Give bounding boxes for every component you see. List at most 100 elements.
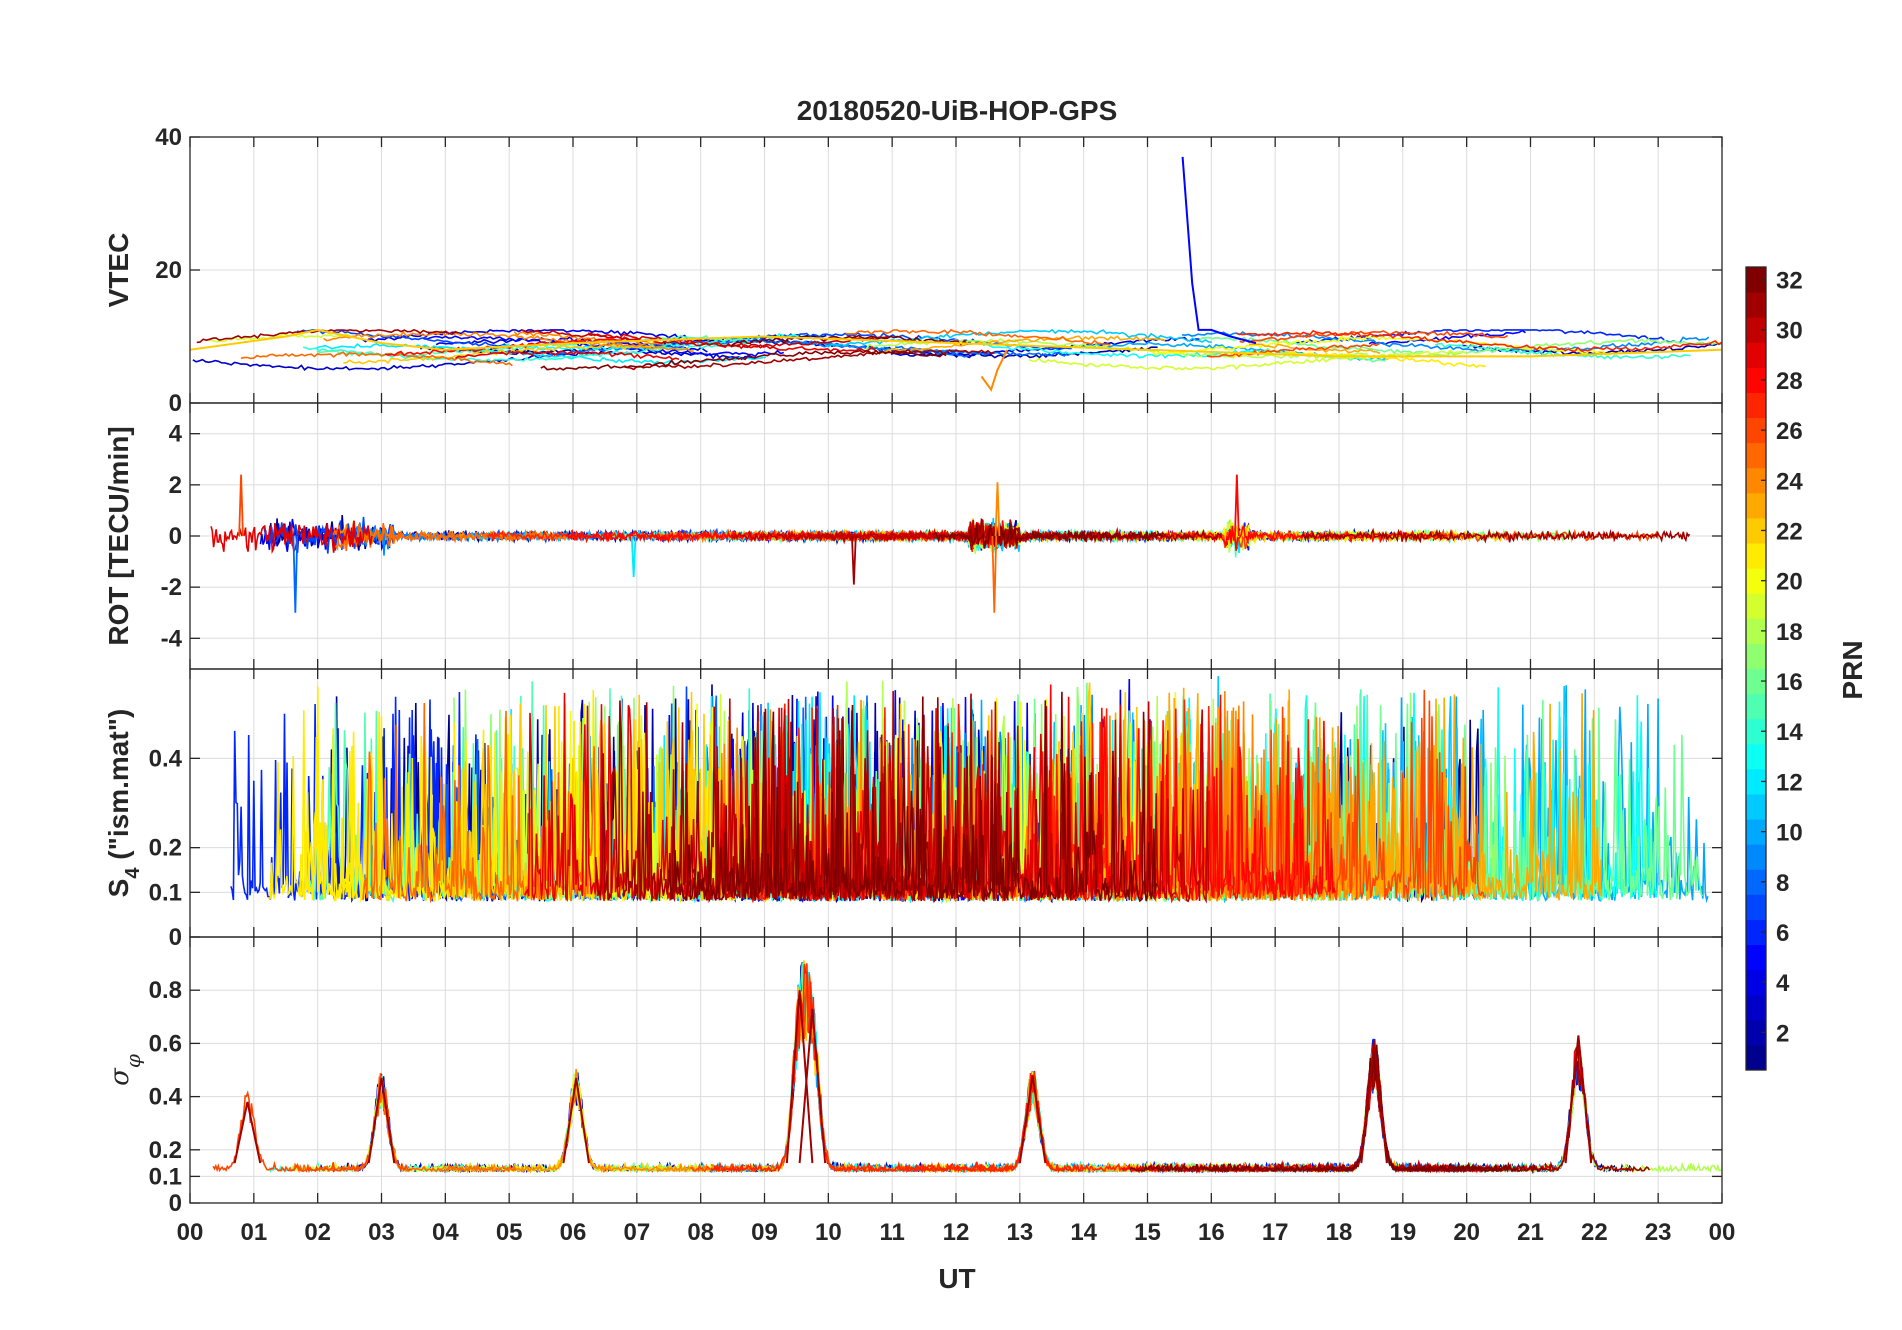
colorbar-frame (1745, 266, 1767, 1071)
colorbar-tick-label: 14 (1776, 719, 1803, 746)
series-line-prn-26 (1243, 689, 1486, 901)
y-axis-label-sub: φ (121, 1054, 145, 1068)
sigma-peak (1360, 1040, 1388, 1164)
series-line-prn-20 (1337, 335, 1623, 357)
colorbar-swatch (1746, 718, 1766, 745)
series-line-prn-27 (1236, 329, 1722, 353)
x-tick-label: 19 (1389, 1219, 1416, 1246)
x-tick-label: 11 (879, 1219, 904, 1246)
colorbar-tick-label: 16 (1776, 669, 1803, 696)
x-tick-label: 15 (1134, 1219, 1161, 1246)
series-line-prn-21 (915, 1073, 1240, 1174)
y-tick-label: 2 (169, 472, 182, 499)
colorbar-swatch (1746, 944, 1766, 971)
colorbar-swatch (1746, 819, 1766, 845)
series-line-prn-23 (1120, 687, 1602, 903)
x-tick-label: 01 (240, 1219, 267, 1246)
x-tick-label: 10 (815, 1219, 842, 1246)
x-axis-label: UT (938, 1263, 975, 1294)
x-tick-label: 02 (304, 1219, 331, 1246)
rot-spike (630, 535, 637, 577)
colorbar-swatch (1746, 994, 1766, 1021)
series-line-prn-29 (1245, 1061, 1463, 1174)
series-line-prn-31 (1300, 527, 1691, 544)
y-tick-label: 4 (169, 421, 183, 448)
series-line-prn-23 (1004, 1079, 1338, 1174)
colorbar-tick-label: 4 (1776, 970, 1790, 997)
y-tick-label: 0.1 (149, 879, 182, 906)
series-line-prn-31 (1316, 1048, 1471, 1174)
x-tick-label: 05 (496, 1219, 523, 1246)
series-line-prn-22 (190, 328, 1722, 358)
series-line-prn-8 (902, 1070, 1111, 1174)
x-tick-label: 23 (1645, 1219, 1672, 1246)
colorbar-swatch (1746, 919, 1766, 946)
x-tick-label: 18 (1326, 1219, 1353, 1246)
series-line-prn-9 (1279, 1055, 1570, 1174)
colorbar-swatch (1746, 743, 1766, 770)
colorbar-swatch (1746, 292, 1766, 318)
colorbar-swatch (1746, 1044, 1766, 1071)
sigma-peak (798, 1008, 827, 1164)
series-line-prn-30 (520, 329, 889, 349)
series-line-prn-19 (1028, 349, 1467, 371)
sigma-peak (785, 990, 814, 1164)
series-line-prn-24 (513, 331, 665, 346)
x-tick-label: 06 (560, 1219, 587, 1246)
series-line-prn-5 (1181, 156, 1257, 345)
series-line-prn-31 (623, 348, 995, 371)
series-group (212, 960, 1722, 1175)
y-tick-label: 0.4 (149, 1084, 183, 1111)
series-line-prn-11 (931, 1076, 1286, 1174)
panel-vtec: 0 20 40 VTEC (103, 124, 1723, 417)
colorbar-tick-label: 2 (1776, 1020, 1789, 1047)
colorbar-tick-label: 12 (1776, 769, 1803, 796)
rot-spike (991, 535, 998, 613)
series-line-prn-31 (1205, 1041, 1651, 1174)
y-tick-label: -4 (161, 625, 183, 652)
series-line-prn-29 (455, 350, 680, 361)
colorbar-swatch (1746, 492, 1766, 519)
sigma-peak (1018, 1075, 1047, 1164)
colorbar-tick-label: 10 (1776, 820, 1803, 847)
y-axis-label-s4: S4 ("ism.mat") (103, 709, 144, 898)
y-axis-label-rest: ("ism.mat") (103, 709, 134, 868)
colorbar-swatch (1746, 593, 1766, 619)
series-line-prn-29 (1308, 1045, 1582, 1174)
colorbar-swatch (1746, 568, 1766, 594)
sigma-peak (233, 1101, 262, 1164)
y-axis-label-main: σ (105, 1067, 135, 1086)
y-tick-label: 0 (169, 1190, 182, 1217)
series-line-prn-7 (1151, 1043, 1494, 1174)
series-line-prn-7 (961, 1071, 1194, 1173)
panel-rot: -4 -2 0 2 4 ROT [TECU/min] (103, 402, 1723, 670)
y-tick-label: 0.4 (149, 745, 183, 772)
colorbar-swatch (1746, 693, 1766, 720)
series-line-prn-19 (372, 1082, 603, 1174)
colorbar-swatch (1746, 467, 1766, 494)
colorbar-swatch (1746, 543, 1766, 569)
colorbar-swatch (1746, 417, 1766, 444)
colorbar-swatch (1746, 267, 1766, 293)
series-line-prn-11 (697, 983, 1034, 1174)
series-line-prn-22 (343, 343, 663, 365)
y-axis-label-sub: 4 (122, 867, 144, 879)
series-line-prn-19 (289, 1070, 721, 1174)
colorbar-swatch (1746, 894, 1766, 920)
x-tick-label: 12 (943, 1219, 970, 1246)
x-tick-label: 22 (1581, 1219, 1608, 1246)
rot-spike (851, 535, 857, 585)
colorbar-tick-label: 24 (1776, 468, 1803, 495)
colorbar-swatch (1746, 793, 1766, 820)
series-line-prn-9 (792, 340, 966, 354)
panel-sigma-phi: 00.10.2 0.4 0.6 0.8 σφ (105, 936, 1723, 1217)
colorbar-tick-label: 20 (1776, 569, 1803, 596)
colorbar-swatch (1746, 367, 1766, 393)
rot-spike (994, 482, 1001, 537)
y-axis-label-vtec: VTEC (103, 233, 134, 308)
series-line-prn-24 (323, 330, 694, 353)
series-line-prn-25 (332, 520, 571, 552)
series-line-prn-31 (594, 693, 1016, 904)
